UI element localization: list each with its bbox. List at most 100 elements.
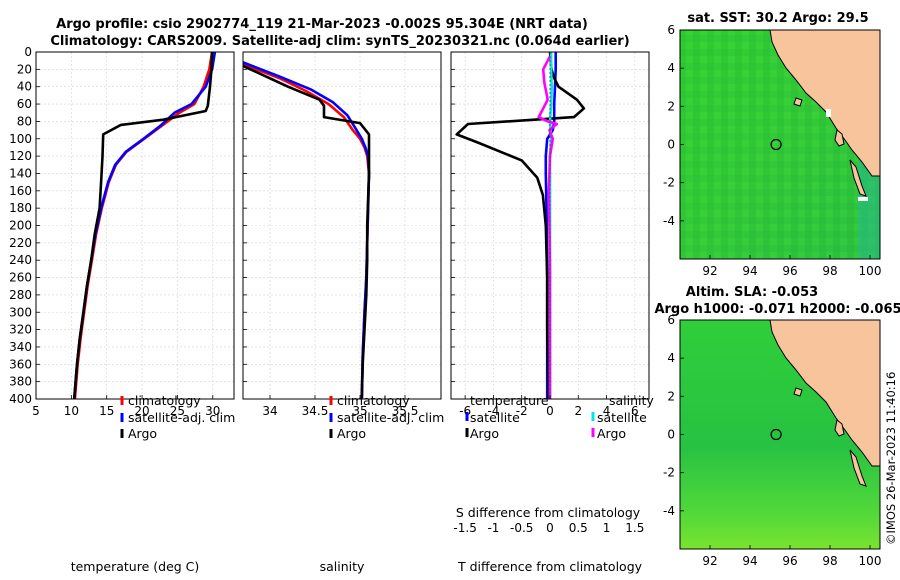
difference-grid [451, 51, 649, 400]
depth-tick-label: 0 [24, 45, 32, 59]
difference-xlabel: T difference from climatology [457, 559, 643, 574]
x-tick-label: 10 [64, 404, 79, 418]
map-lon-tick-label: 92 [702, 554, 717, 568]
sla-land-sumatra [769, 320, 880, 467]
depth-tick-label: 280 [9, 288, 32, 302]
map-lat-tick-label: 6 [667, 313, 675, 327]
depth-tick-label: 220 [9, 236, 32, 250]
figure-title-line1: Argo profile: csio 2902774_119 21-Mar-20… [56, 17, 588, 32]
salinity-panel: 34 34.5 35 35.5 salinity climatology satell… [242, 51, 444, 574]
map-lat-tick-label: 6 [667, 23, 675, 37]
map-lon-tick-label: 94 [742, 264, 757, 278]
x-tick-label: 5 [32, 404, 40, 418]
difference-legend-t-satellite: satellite [470, 410, 520, 425]
top-x-tick-label: 1.5 [625, 521, 644, 535]
top-x-tick-label: 0.5 [569, 521, 588, 535]
sst-map-title: sat. SST: 30.2 Argo: 29.5 [687, 11, 868, 26]
sst-map-panel: sat. SST: 30.2 Argo: 29.5 92 94 96 98 100 6 4 2… [663, 11, 881, 278]
depth-tick-label: 340 [9, 340, 32, 354]
map-lat-tick-label: 0 [667, 428, 675, 442]
sla-island-simeulue [793, 387, 803, 397]
top-x-tick-label: 1 [603, 521, 611, 535]
x-tick-label: 35 [352, 404, 367, 418]
sst-island-nias [834, 129, 845, 147]
series-line-satellite-adj-clim [242, 61, 371, 400]
series-line-s-argo [537, 55, 559, 399]
depth-tick-label: 140 [9, 166, 32, 180]
sst-argo-marker [770, 138, 782, 151]
depth-tick-label: 60 [17, 97, 32, 111]
map-lon-tick-label: 100 [859, 264, 882, 278]
depth-tick-label: 360 [9, 357, 32, 371]
x-tick-label: 30 [205, 404, 220, 418]
depth-tick-label: 240 [9, 253, 32, 267]
map-lat-tick-label: 4 [667, 351, 675, 365]
salinity-legend: climatology satellite-adj. clim Argo [329, 393, 444, 441]
map-lat-tick-label: -4 [663, 504, 675, 518]
temperature-legend: climatology satellite-adj. clim Argo [120, 393, 235, 441]
depth-tick-label: 400 [9, 392, 32, 406]
top-x-tick-label: 0 [546, 521, 554, 535]
difference-legend-salinity-header: salinity [609, 393, 654, 408]
depth-tick-label: 200 [9, 219, 32, 233]
sst-land-sumatra [769, 30, 880, 177]
salinity-grid [243, 51, 441, 400]
series-line-climatology [242, 62, 371, 400]
salinity-ticks: 34 34.5 35 35.5 [243, 51, 419, 418]
salinity-lines [242, 61, 371, 400]
sla-map-ticks: 92 94 96 98 100 6 4 2 0 -2 -4 [663, 313, 881, 568]
x-tick-label: 25 [170, 404, 185, 418]
depth-tick-label: 320 [9, 323, 32, 337]
map-lat-tick-label: -2 [663, 176, 675, 190]
sla-island-nias [834, 419, 845, 437]
temperature-legend-climatology: climatology [128, 393, 201, 408]
salinity-legend-climatology: climatology [337, 393, 410, 408]
imos-watermark: ©IMOS 26-Mar-2023 11:40:16 [884, 372, 898, 545]
top-x-tick-label: -1 [487, 521, 499, 535]
map-lat-tick-label: 2 [667, 99, 675, 113]
difference-top-xlabel: S difference from climatology [456, 505, 641, 520]
x-tick-label: 34 [262, 404, 277, 418]
x-tick-label: 6 [631, 404, 639, 418]
difference-legend-t-argo: Argo [470, 426, 499, 441]
salinity-legend-argo: Argo [337, 426, 366, 441]
sst-island-siberut [849, 159, 867, 197]
series-line-t-argo [455, 51, 586, 400]
depth-tick-label: 120 [9, 149, 32, 163]
depth-tick-label: 100 [9, 132, 32, 146]
map-lon-tick-label: 98 [822, 264, 837, 278]
difference-legend-temperature-header: temperature [470, 393, 549, 408]
difference-panel: -6 -4 -2 0 2 4 6 -1.5 -1 -0.5 0 0.5 1 1.5 T differenc… [450, 51, 654, 574]
sla-argo-marker [770, 428, 782, 441]
difference-legend-s-satellite: satellite [597, 410, 647, 425]
difference-ticks: -6 -4 -2 0 2 4 6 -1.5 -1 -0.5 0 0.5 1 1.5 [451, 51, 644, 535]
temperature-ticks: 5 10 15 20 25 3002040608010012014016018020022… [9, 45, 220, 418]
map-lat-tick-label: 2 [667, 389, 675, 403]
sla-island-siberut [849, 449, 867, 487]
map-lon-tick-label: 94 [742, 554, 757, 568]
temperature-legend-satellite: satellite-adj. clim [128, 410, 235, 425]
x-tick-label: 0 [546, 404, 554, 418]
map-lat-tick-label: 0 [667, 138, 675, 152]
map-lat-tick-label: 4 [667, 61, 675, 75]
temperature-legend-argo: Argo [128, 426, 157, 441]
map-lon-tick-label: 96 [782, 264, 797, 278]
depth-tick-label: 180 [9, 201, 32, 215]
x-tick-label: 15 [99, 404, 114, 418]
sla-map-title2: Argo h1000: -0.071 h2000: -0.065 [654, 302, 900, 317]
salinity-legend-satellite: satellite-adj. clim [337, 410, 444, 425]
depth-tick-label: 160 [9, 184, 32, 198]
depth-tick-label: 380 [9, 375, 32, 389]
x-tick-label: 34.5 [302, 404, 329, 418]
map-lon-tick-label: 98 [822, 554, 837, 568]
temperature-lines [72, 51, 217, 400]
depth-tick-label: 300 [9, 305, 32, 319]
x-tick-label: 35.5 [392, 404, 419, 418]
sst-nodata-patch [826, 109, 831, 117]
sst-island-simeulue [793, 97, 803, 107]
depth-tick-label: 40 [17, 80, 32, 94]
series-line-argo [72, 51, 214, 400]
temperature-xlabel: temperature (deg C) [71, 559, 200, 574]
x-tick-label: 4 [603, 404, 611, 418]
